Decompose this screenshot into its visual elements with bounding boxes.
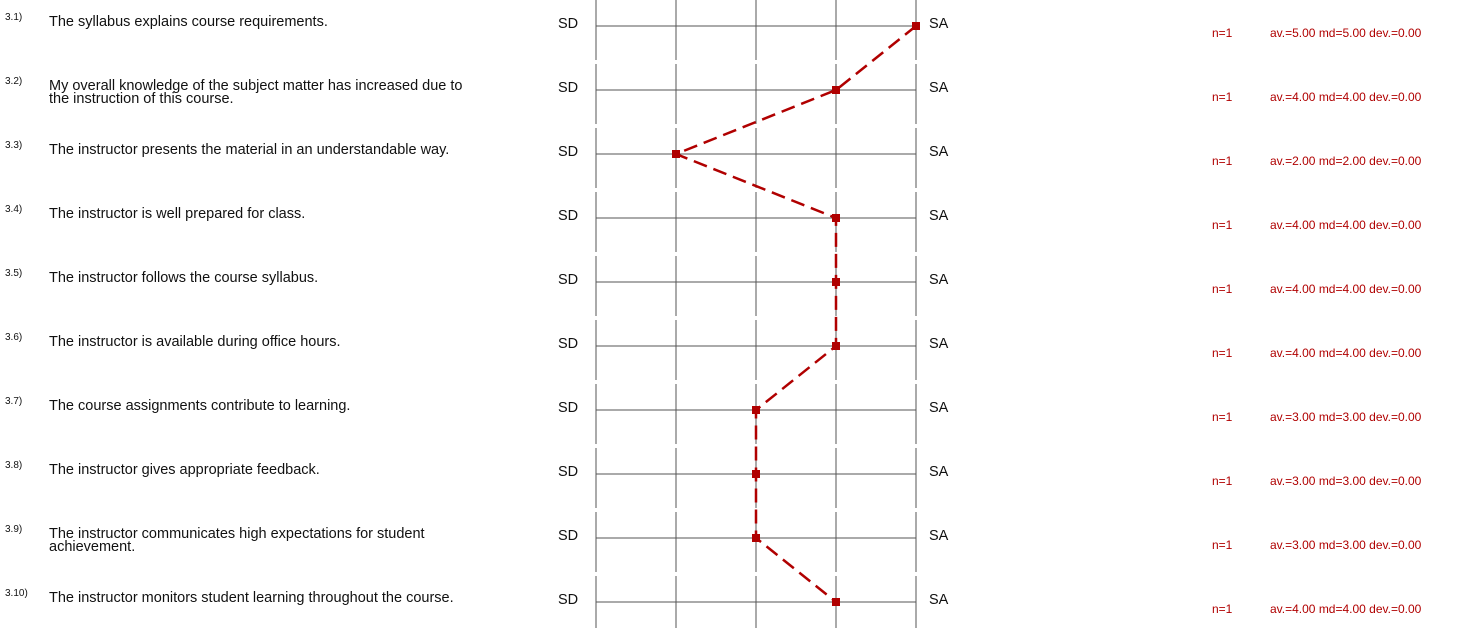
question-text: The instructor presents the material in …: [49, 142, 450, 158]
question-number: 3.10): [5, 588, 28, 599]
question-row: 3.3) The instructor presents the material…: [0, 128, 1478, 192]
response-count: n=1: [1212, 474, 1233, 488]
response-count: n=1: [1212, 154, 1233, 168]
scale-left-label: SD: [558, 80, 579, 96]
scale-right-label: SA: [929, 464, 949, 480]
response-count: n=1: [1212, 538, 1233, 552]
row-statistics: av.=4.00 md=4.00 dev.=0.00: [1270, 90, 1422, 104]
row-statistics: av.=4.00 md=4.00 dev.=0.00: [1270, 282, 1422, 296]
question-text: The syllabus explains course requirement…: [49, 14, 328, 30]
data-point: [752, 534, 760, 542]
scale-left-label: SD: [558, 16, 579, 32]
question-text: My overall knowledge of the subject matt…: [49, 78, 463, 107]
question-row: 3.7) The course assignments contribute to…: [0, 384, 1478, 448]
response-count: n=1: [1212, 90, 1233, 104]
scale-left-label: SD: [558, 208, 579, 224]
question-number: 3.8): [5, 460, 23, 471]
response-count: n=1: [1212, 218, 1233, 232]
data-point: [832, 214, 840, 222]
scale-right-label: SA: [929, 528, 949, 544]
question-row: 3.4) The instructor is well prepared for …: [0, 192, 1478, 256]
question-number: 3.5): [5, 268, 23, 279]
row-statistics: av.=3.00 md=3.00 dev.=0.00: [1270, 474, 1422, 488]
row-statistics: av.=4.00 md=4.00 dev.=0.00: [1270, 218, 1422, 232]
question-text: The instructor is well prepared for clas…: [49, 206, 306, 222]
scale-right-label: SA: [929, 144, 949, 160]
row-statistics: av.=3.00 md=3.00 dev.=0.00: [1270, 538, 1422, 552]
response-count: n=1: [1212, 282, 1233, 296]
question-row: 3.6) The instructor is available during o…: [0, 320, 1478, 384]
question-number: 3.2): [5, 76, 23, 87]
question-row: 3.5) The instructor follows the course sy…: [0, 256, 1478, 320]
response-count: n=1: [1212, 602, 1233, 616]
scale-right-label: SA: [929, 592, 949, 608]
question-row: 3.9) The instructor communicates high exp…: [0, 512, 1478, 576]
question-text: The instructor communicates high expecta…: [49, 526, 425, 555]
response-count: n=1: [1212, 26, 1233, 40]
scale-left-label: SD: [558, 400, 579, 416]
scale-left-label: SD: [558, 144, 579, 160]
question-row: 3.8) The instructor gives appropriate fee…: [0, 448, 1478, 512]
data-point: [832, 278, 840, 286]
data-point: [752, 470, 760, 478]
question-row: 3.2) My overall knowledge of the subject …: [0, 64, 1478, 128]
scale-right-label: SA: [929, 80, 949, 96]
scale-left-label: SD: [558, 336, 579, 352]
question-number: 3.1): [5, 12, 23, 23]
row-statistics: av.=2.00 md=2.00 dev.=0.00: [1270, 154, 1422, 168]
question-text: The instructor follows the course syllab…: [49, 270, 319, 286]
row-statistics: av.=4.00 md=4.00 dev.=0.00: [1270, 602, 1422, 616]
question-number: 3.4): [5, 204, 23, 215]
row-statistics: av.=4.00 md=4.00 dev.=0.00: [1270, 346, 1422, 360]
response-count: n=1: [1212, 346, 1233, 360]
question-text: The instructor is available during offic…: [49, 334, 341, 350]
question-row: 3.1) The syllabus explains course require…: [0, 0, 1478, 64]
question-number: 3.6): [5, 332, 23, 343]
data-point: [912, 22, 920, 30]
row-statistics: av.=5.00 md=5.00 dev.=0.00: [1270, 26, 1422, 40]
data-point: [832, 342, 840, 350]
question-number: 3.9): [5, 524, 23, 535]
scale-right-label: SA: [929, 272, 949, 288]
scale-right-label: SA: [929, 336, 949, 352]
scale-right-label: SA: [929, 16, 949, 32]
question-text: The instructor monitors student learning…: [49, 590, 454, 606]
data-point: [832, 86, 840, 94]
scale-left-label: SD: [558, 528, 579, 544]
question-number: 3.3): [5, 140, 23, 151]
response-count: n=1: [1212, 410, 1233, 424]
question-row: 3.10) The instructor monitors student lea…: [0, 576, 1478, 640]
data-point: [752, 406, 760, 414]
question-number: 3.7): [5, 396, 23, 407]
data-point: [672, 150, 680, 158]
data-point: [832, 598, 840, 606]
scale-left-label: SD: [558, 464, 579, 480]
scale-right-label: SA: [929, 208, 949, 224]
scale-right-label: SA: [929, 400, 949, 416]
question-text: The instructor gives appropriate feedbac…: [49, 462, 320, 478]
profile-series-line: [672, 25, 917, 603]
scale-left-label: SD: [558, 592, 579, 608]
scale-left-label: SD: [558, 272, 579, 288]
row-statistics: av.=3.00 md=3.00 dev.=0.00: [1270, 410, 1422, 424]
question-text: The course assignments contribute to lea…: [49, 398, 351, 414]
